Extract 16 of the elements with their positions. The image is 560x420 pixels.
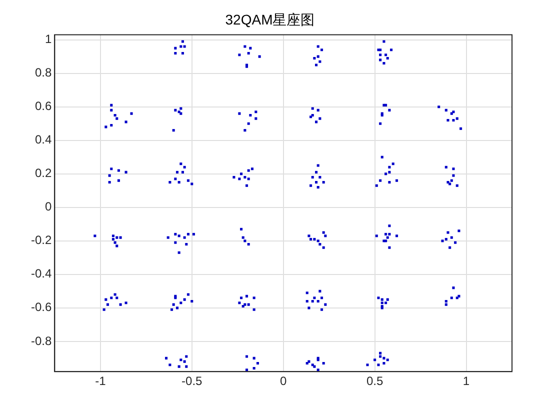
y-tick-label: 1: [44, 32, 52, 46]
y-tick-label: 0.8: [34, 66, 52, 80]
y-tick-label: 0.6: [34, 99, 52, 114]
x-tick-label: -1: [95, 374, 106, 388]
y-tick-label: -0.2: [30, 233, 52, 248]
x-tick-label: -0.5: [182, 374, 203, 388]
y-tick-label: -0.4: [30, 266, 52, 281]
y-tick-label: 0.4: [34, 132, 52, 147]
x-tick-label: 1: [462, 374, 470, 388]
y-tick-label: -0.8: [30, 334, 52, 348]
chart-title: 32QAM星座图: [225, 11, 315, 28]
y-tick-label: -0.6: [30, 300, 52, 314]
y-tick-label: 0.2: [34, 166, 52, 180]
x-tick-label: 0: [280, 374, 287, 388]
x-tick-label: 0.5: [366, 374, 384, 388]
y-tick-label: 0: [44, 200, 52, 214]
